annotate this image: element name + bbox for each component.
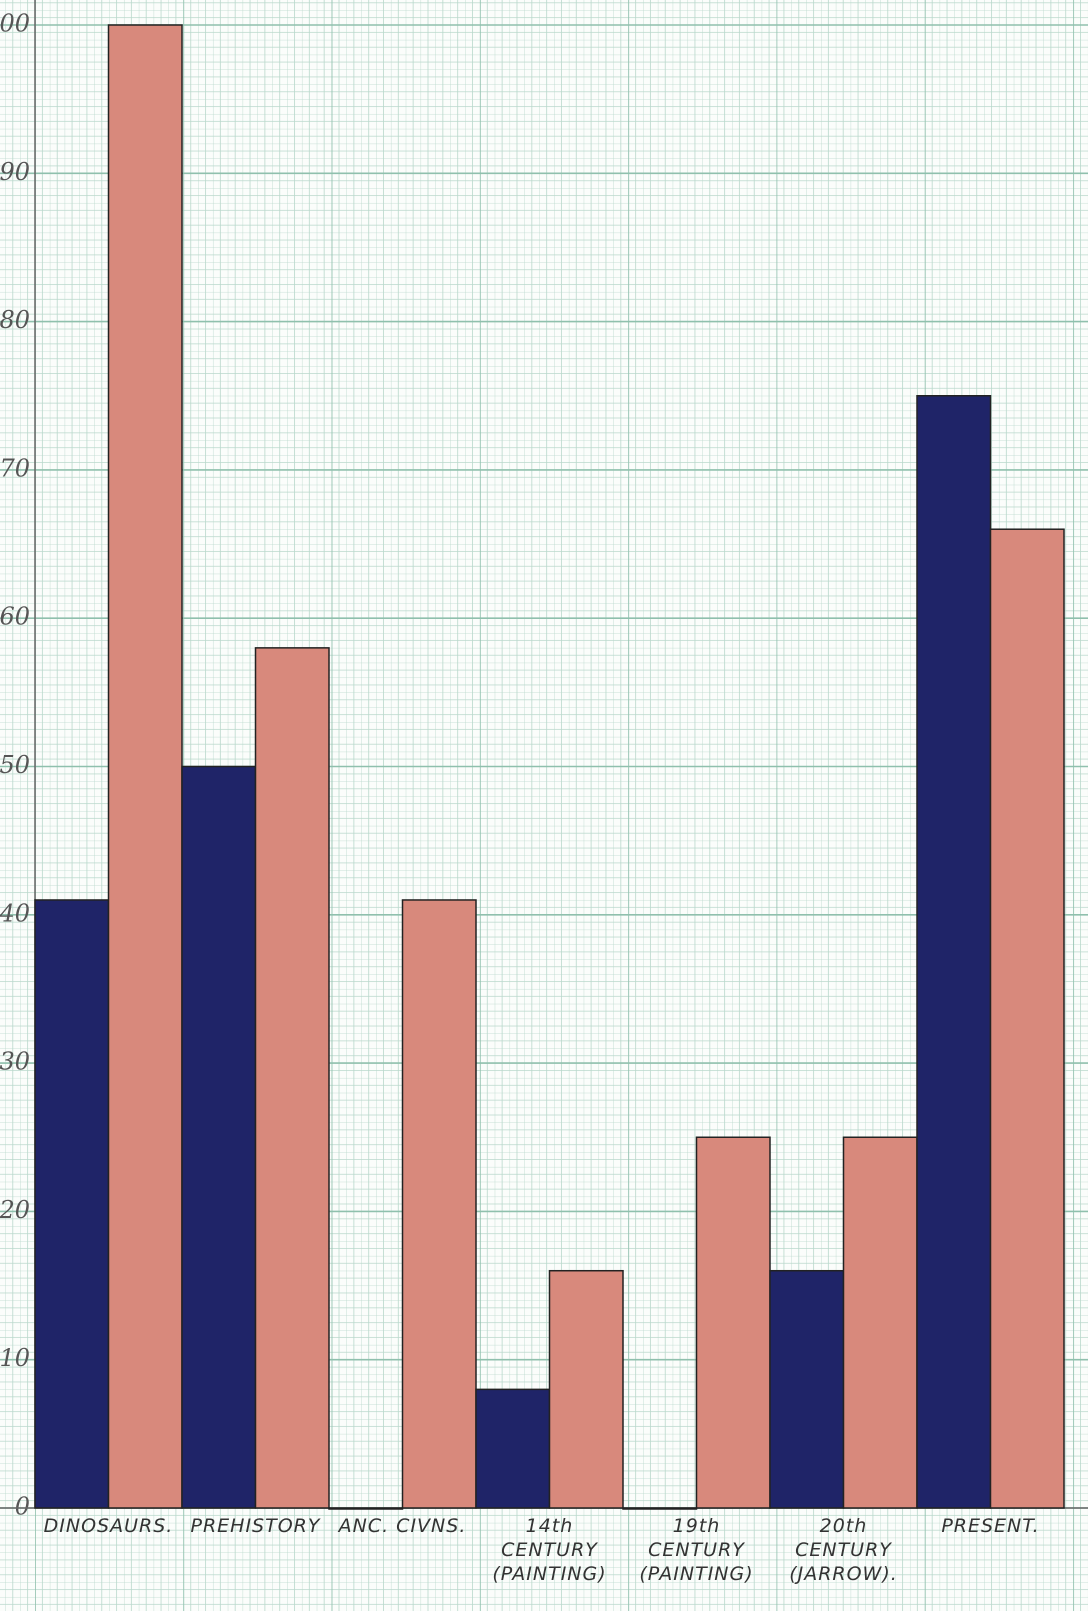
bar <box>622 1507 698 1510</box>
bar <box>254 647 330 1509</box>
y-tick-label: 90 <box>0 158 30 186</box>
x-tick-label: 19th CENTURY (PAINTING) <box>639 1515 754 1585</box>
y-tick-label: 40 <box>0 899 30 927</box>
x-tick-label: PREHISTORY <box>190 1515 321 1537</box>
bar <box>842 1136 918 1509</box>
y-tick-label: 10 <box>0 1344 30 1372</box>
bar <box>916 395 992 1509</box>
x-tick-label: PRESENT. <box>941 1515 1040 1537</box>
bar <box>34 899 110 1509</box>
bar <box>181 765 257 1509</box>
bar <box>401 899 477 1509</box>
y-tick-label: 70 <box>0 454 30 482</box>
bar <box>989 528 1065 1509</box>
y-tick-label: 30 <box>0 1048 30 1076</box>
y-tick-label: 60 <box>0 603 30 631</box>
x-tick-label: 20th CENTURY (JARROW). <box>789 1515 898 1585</box>
y-tick-label: 20 <box>0 1196 30 1224</box>
bar <box>548 1269 624 1509</box>
y-tick-label: 100 <box>0 10 30 38</box>
y-tick-label: 80 <box>0 306 30 334</box>
x-tick-label: DINOSAURS. <box>43 1515 174 1537</box>
bar <box>475 1388 551 1509</box>
bar <box>769 1269 845 1509</box>
bar <box>107 24 183 1509</box>
x-tick-label: ANC. CIVNS. <box>338 1515 467 1537</box>
bar <box>328 1507 404 1510</box>
y-tick-label: 0 <box>15 1493 30 1521</box>
x-tick-label: 14th CENTURY (PAINTING) <box>492 1515 607 1585</box>
y-tick-label: 50 <box>0 751 30 779</box>
bar <box>695 1136 771 1509</box>
